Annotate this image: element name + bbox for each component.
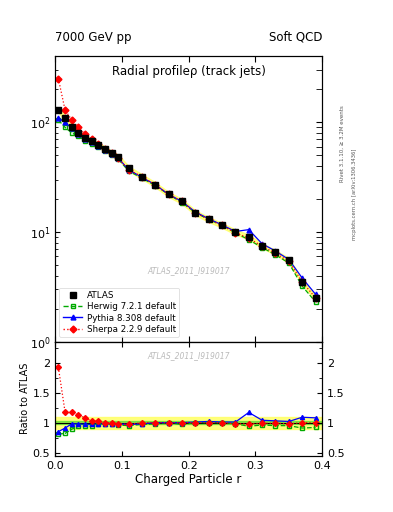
Text: 7000 GeV pp: 7000 GeV pp [55,31,132,44]
Text: mcplots.cern.ch [arXiv:1306.3436]: mcplots.cern.ch [arXiv:1306.3436] [352,149,357,240]
Bar [55,421,322,424]
X-axis label: Charged Particle r: Charged Particle r [136,473,242,486]
Bar [55,417,322,429]
Text: Rivet 3.1.10, ≥ 3.2M events: Rivet 3.1.10, ≥ 3.2M events [340,105,345,182]
Text: Soft QCD: Soft QCD [269,31,322,44]
Y-axis label: Ratio to ATLAS: Ratio to ATLAS [20,363,30,434]
Text: ATLAS_2011_I919017: ATLAS_2011_I919017 [147,266,230,275]
Text: ATLAS_2011_I919017: ATLAS_2011_I919017 [147,351,230,360]
Legend: ATLAS, Herwig 7.2.1 default, Pythia 8.308 default, Sherpa 2.2.9 default: ATLAS, Herwig 7.2.1 default, Pythia 8.30… [59,288,179,337]
Text: Radial profileρ (track jets): Radial profileρ (track jets) [112,65,266,78]
